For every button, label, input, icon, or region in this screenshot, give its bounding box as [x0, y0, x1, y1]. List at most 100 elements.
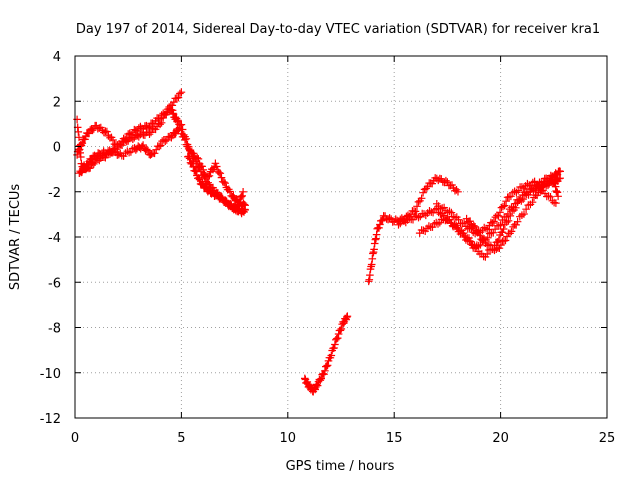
- data-point: [466, 217, 474, 225]
- data-point: [519, 195, 527, 203]
- data-point: [366, 271, 374, 279]
- data-point: [484, 234, 492, 242]
- data-point: [155, 142, 163, 151]
- data-point: [330, 344, 338, 352]
- data-point: [556, 167, 564, 176]
- data-point: [370, 239, 379, 248]
- data-point: [160, 110, 169, 119]
- data-point: [546, 193, 555, 201]
- data-point: [495, 236, 503, 244]
- data-point: [337, 325, 346, 333]
- data-point: [454, 188, 462, 196]
- data-point: [103, 127, 111, 136]
- data-point: [147, 128, 155, 137]
- data-point: [139, 141, 147, 149]
- data-point: [414, 198, 423, 206]
- data-point: [163, 136, 171, 144]
- data-point: [157, 119, 166, 127]
- y-tick-label: -6: [48, 276, 61, 291]
- data-point: [176, 89, 184, 98]
- data-point: [377, 217, 386, 225]
- data-point: [496, 221, 505, 229]
- data-point: [474, 228, 483, 237]
- data-point: [145, 123, 154, 131]
- data-point: [121, 135, 129, 144]
- data-point: [490, 217, 498, 226]
- y-tick-label: 4: [53, 50, 61, 65]
- data-point: [443, 178, 452, 186]
- data-point: [100, 128, 108, 137]
- data-point: [323, 361, 332, 370]
- data-point: [194, 155, 203, 163]
- data-point: [85, 129, 93, 138]
- data-point: [317, 374, 325, 383]
- data-point: [142, 145, 151, 154]
- data-point: [507, 227, 516, 236]
- data-point: [471, 223, 479, 231]
- data-point: [240, 200, 249, 209]
- data-point: [381, 212, 389, 220]
- data-point: [109, 136, 117, 144]
- data-point: [162, 109, 170, 117]
- data-point: [375, 224, 383, 232]
- data-point: [321, 367, 329, 375]
- data-point: [501, 236, 510, 245]
- data-point: [122, 134, 131, 142]
- data-point: [476, 231, 484, 239]
- data-point: [372, 230, 381, 239]
- data-point: [534, 188, 543, 197]
- data-point: [419, 188, 427, 197]
- data-point: [221, 196, 230, 205]
- data-point: [483, 250, 491, 258]
- data-point: [413, 202, 421, 211]
- data-point: [484, 225, 492, 234]
- data-point: [551, 182, 560, 191]
- y-tick-label: -4: [48, 231, 61, 246]
- data-point: [211, 159, 220, 168]
- data-point: [499, 225, 508, 233]
- data-point: [442, 176, 450, 185]
- data-point: [169, 109, 177, 118]
- data-point: [498, 228, 507, 236]
- data-point: [504, 217, 513, 225]
- data-point: [506, 212, 515, 220]
- data-point: [170, 98, 178, 106]
- data-point: [437, 175, 446, 183]
- x-tick-label: 15: [386, 431, 403, 446]
- data-point: [110, 140, 119, 148]
- data-point: [556, 174, 564, 182]
- data-point: [188, 159, 197, 168]
- data-point: [199, 166, 208, 174]
- y-axis-label: SDTVAR / TECUs: [8, 184, 23, 291]
- data-point: [156, 114, 164, 123]
- data-point: [553, 188, 562, 197]
- data-point: [497, 241, 505, 249]
- data-point: [448, 181, 456, 189]
- data-point: [536, 184, 544, 192]
- data-point: [156, 141, 165, 150]
- data-point: [238, 192, 246, 200]
- data-point: [313, 381, 322, 390]
- data-point: [336, 326, 345, 335]
- data-point: [226, 187, 234, 196]
- data-point: [115, 150, 123, 159]
- data-point: [116, 141, 125, 149]
- x-tick-labels: 0 5 10 15 20 25: [71, 431, 615, 446]
- series-arc-8: [364, 174, 462, 286]
- grid-lines: [75, 56, 607, 418]
- data-point: [181, 135, 189, 144]
- data-point: [502, 197, 510, 205]
- data-point: [218, 193, 226, 201]
- series-arc-7: [301, 312, 352, 396]
- data-point: [189, 149, 198, 158]
- data-point: [428, 179, 436, 188]
- data-point: [205, 172, 214, 180]
- y-tick-label: 0: [53, 141, 61, 156]
- y-tick-label: -2: [48, 186, 61, 201]
- data-point: [185, 154, 194, 163]
- data-point: [189, 163, 198, 171]
- data-point: [78, 139, 87, 148]
- data-point: [322, 362, 331, 370]
- x-tick-label: 25: [599, 431, 616, 446]
